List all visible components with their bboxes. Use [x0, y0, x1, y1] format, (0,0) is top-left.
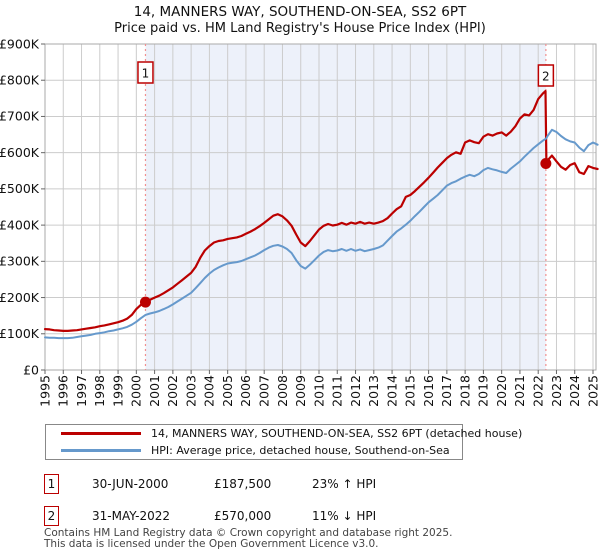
sale-2-date: 31-MAY-2022 — [92, 509, 171, 523]
x-tick-label: 1999 — [110, 375, 125, 407]
x-tick-label: 2025 — [585, 375, 600, 407]
legend: 14, MANNERS WAY, SOUTHEND-ON-SEA, SS2 6P… — [45, 424, 522, 460]
x-tick-label: 2006 — [238, 375, 253, 407]
sale-1-hpi-diff: 23% ↑ HPI — [312, 477, 377, 491]
x-tick-label: 2008 — [275, 375, 290, 407]
x-tick-label: 2003 — [183, 375, 198, 407]
x-tick-label: 2010 — [311, 375, 326, 407]
y-tick-label: £700K — [0, 109, 40, 124]
x-tick-label: 2023 — [549, 375, 564, 407]
sale-1-marker-box: 1 — [44, 474, 59, 494]
sale-2-price: £570,000 — [214, 509, 272, 523]
y-tick-label: £900K — [0, 36, 40, 51]
y-tick-label: £200K — [0, 290, 40, 305]
x-tick-label: 2014 — [384, 375, 399, 407]
sale-2-marker-box: 2 — [44, 506, 59, 526]
sale-1-price: £187,500 — [214, 477, 272, 491]
x-tick-label: 2019 — [476, 375, 491, 407]
x-tick-label: 2005 — [220, 375, 235, 407]
y-tick-label: £600K — [0, 145, 40, 160]
legend-item-price-paid: 14, MANNERS WAY, SOUTHEND-ON-SEA, SS2 6P… — [46, 425, 522, 442]
x-tick-label: 2000 — [129, 375, 144, 407]
hpi-line-swatch — [61, 449, 141, 452]
x-tick-label: 2009 — [293, 375, 308, 407]
sale-2-flag-box — [537, 64, 555, 87]
y-tick-label: £400K — [0, 217, 40, 232]
x-tick-label: 2024 — [567, 375, 582, 407]
x-tick-label: 2018 — [457, 375, 472, 407]
footer-licence: This data is licensed under the Open Gov… — [44, 538, 379, 550]
sale-1-date: 30-JUN-2000 — [92, 477, 169, 491]
y-tick-label: £300K — [0, 254, 40, 269]
y-tick-label: £800K — [0, 73, 40, 88]
sale-1-flag-box — [137, 61, 154, 84]
x-tick-label: 2016 — [421, 375, 436, 407]
x-tick-label: 1997 — [74, 375, 89, 407]
x-tick-label: 1995 — [37, 375, 52, 407]
sale-1-point — [139, 296, 151, 308]
sale-2-point — [540, 158, 552, 170]
x-tick-label: 1998 — [92, 375, 107, 407]
x-tick-label: 2021 — [512, 375, 527, 407]
x-tick-label: 2004 — [202, 375, 217, 407]
between-sales-shading — [145, 44, 546, 370]
x-tick-label: 2015 — [403, 375, 418, 407]
x-tick-label: 2020 — [494, 375, 509, 407]
plot-border — [44, 43, 597, 371]
x-tick-label: 1996 — [56, 375, 71, 407]
sale-1-flag-number: 1 — [142, 67, 150, 81]
x-tick-label: 2001 — [147, 375, 162, 407]
x-tick-label: 2013 — [366, 375, 381, 407]
footer-copyright: Contains HM Land Registry data © Crown c… — [44, 527, 453, 539]
chart-title: 14, MANNERS WAY, SOUTHEND-ON-SEA, SS2 6P… — [133, 4, 467, 20]
legend-label-price-paid: 14, MANNERS WAY, SOUTHEND-ON-SEA, SS2 6P… — [151, 427, 523, 440]
chart-subtitle: Price paid vs. HM Land Registry's House … — [114, 21, 486, 36]
legend-label-hpi: HPI: Average price, detached house, Sout… — [151, 444, 450, 457]
x-tick-label: 2011 — [330, 375, 345, 407]
x-tick-label: 2012 — [348, 375, 363, 407]
x-tick-label: 2022 — [531, 375, 546, 407]
y-tick-label: £100K — [0, 326, 40, 341]
legend-item-hpi: HPI: Average price, detached house, Sout… — [46, 442, 462, 459]
sale-2-flag-number: 2 — [542, 70, 550, 84]
price-paid-line-swatch — [61, 432, 141, 435]
x-tick-label: 2002 — [165, 375, 180, 407]
hpi-line — [44, 128, 599, 340]
y-tick-label: £0 — [23, 362, 39, 377]
price-paid-line — [43, 89, 599, 332]
sale-2-hpi-diff: 11% ↓ HPI — [312, 509, 377, 523]
x-tick-label: 2017 — [439, 375, 454, 407]
x-tick-label: 2007 — [257, 375, 272, 407]
price-history-chart: 1 2 £0 £100K £200K £300K £400K £500K £600K £700K £… — [0, 36, 600, 407]
y-tick-label: £500K — [0, 181, 40, 196]
